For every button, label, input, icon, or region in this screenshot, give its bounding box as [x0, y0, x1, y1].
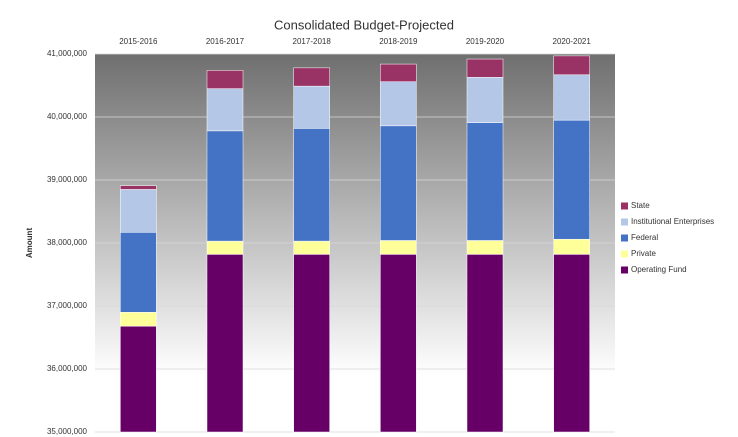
- bar-segment: [206, 70, 244, 89]
- x-tick-label: 2020-2021: [553, 37, 592, 46]
- bar-segment: [293, 85, 330, 129]
- x-tick-label: 2016-2017: [206, 37, 245, 46]
- legend-swatch: [621, 250, 628, 258]
- bar-segment: [293, 67, 330, 87]
- x-tick-label: 2015-2016: [119, 37, 158, 46]
- y-tick-label: 40,000,000: [47, 112, 88, 121]
- bar-segment: [553, 238, 590, 255]
- bar-segment: [293, 254, 330, 433]
- legend-label: Federal: [631, 233, 658, 242]
- legend-label: Private: [631, 249, 656, 258]
- legend-label: Institutional Enterprises: [631, 217, 714, 226]
- bar-segment: [553, 254, 590, 433]
- bar-segment: [293, 128, 330, 242]
- legend-swatch: [621, 266, 628, 274]
- bar-segment: [380, 81, 417, 127]
- bar-segment: [553, 119, 590, 240]
- bar-segment: [380, 63, 417, 82]
- bar-segment: [120, 325, 157, 433]
- bar-segment: [120, 232, 157, 313]
- bar-segment: [206, 240, 244, 255]
- y-tick-label: 38,000,000: [47, 238, 88, 247]
- bar-segment: [120, 189, 157, 233]
- x-tick-label: 2018-2019: [379, 37, 418, 46]
- bar-segment: [293, 240, 330, 255]
- y-tick-label: 37,000,000: [47, 301, 88, 310]
- x-tick-label: 2019-2020: [466, 37, 505, 46]
- bar-segment: [553, 74, 590, 121]
- legend-swatch: [621, 202, 628, 210]
- y-tick-label: 36,000,000: [47, 364, 88, 373]
- legend-label: Operating Fund: [631, 265, 687, 274]
- legend-label: State: [631, 201, 650, 210]
- y-axis-label: Amount: [25, 228, 34, 259]
- y-tick-label: 39,000,000: [47, 175, 88, 184]
- legend-swatch: [621, 234, 628, 242]
- bar-segment: [466, 58, 504, 78]
- bar-segment: [466, 240, 504, 255]
- bar-segment: [206, 130, 244, 242]
- bar-segment: [380, 240, 417, 255]
- bar-segment: [380, 125, 417, 241]
- legend-swatch: [621, 218, 628, 226]
- bar-segment: [206, 88, 244, 132]
- bar-segment: [466, 77, 504, 123]
- bar-segment: [380, 254, 417, 433]
- x-tick-label: 2017-2018: [293, 37, 332, 46]
- y-tick-label: 41,000,000: [47, 49, 88, 58]
- bar-segment: [206, 254, 244, 433]
- chart-title: Consolidated Budget-Projected: [274, 17, 454, 32]
- bar-segment: [120, 312, 157, 327]
- bar-segment: [120, 185, 157, 190]
- bar-segment: [466, 254, 504, 433]
- bar-segment: [466, 122, 504, 241]
- y-tick-label: 35,000,000: [47, 427, 88, 436]
- bar-segment: [553, 55, 590, 76]
